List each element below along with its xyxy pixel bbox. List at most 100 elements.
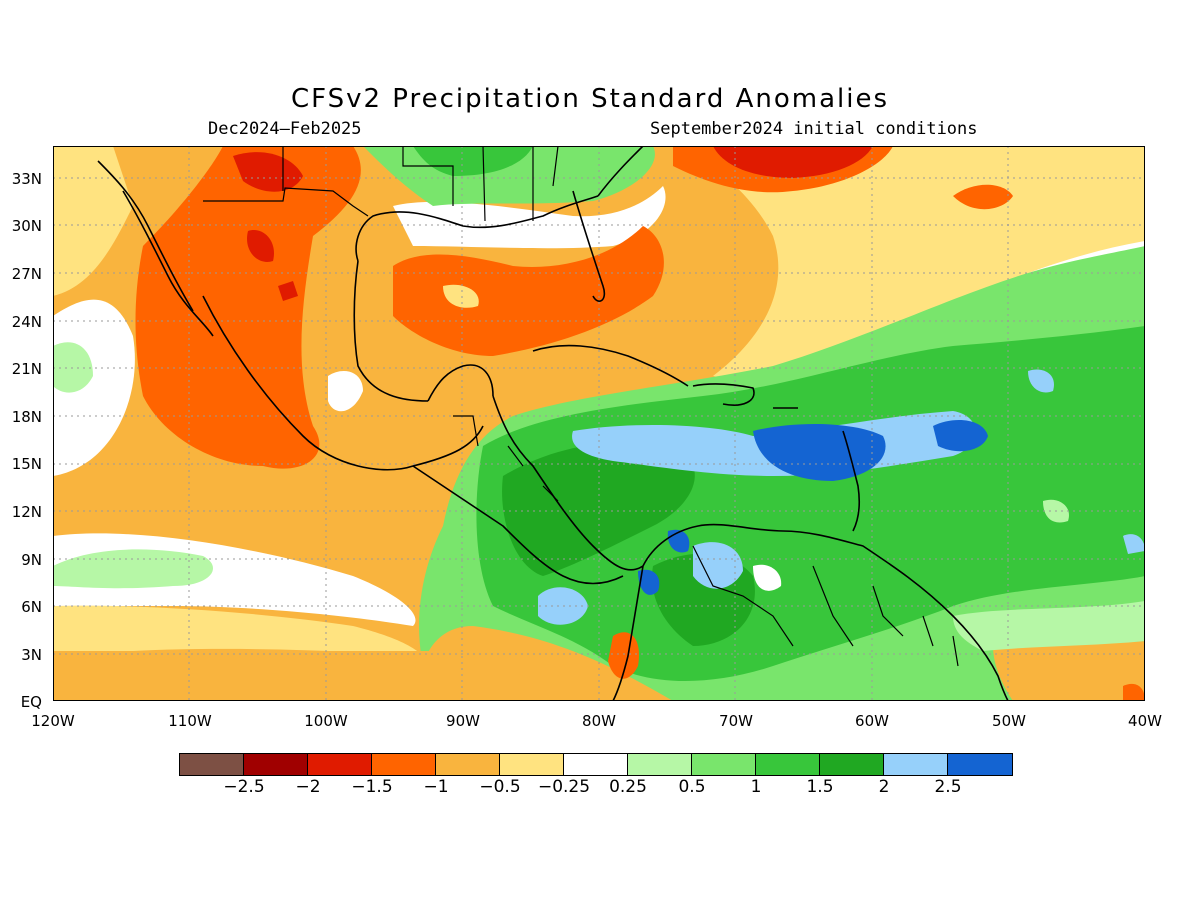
anomaly-zone-light-green-equatorial-atlantic xyxy=(953,601,1145,651)
lat-label-6n: 6N xyxy=(21,598,42,616)
colorbar-label: −2.5 xyxy=(223,777,265,797)
coastlines xyxy=(97,146,1009,701)
lat-label-30n: 30N xyxy=(11,217,42,235)
lat-label-eq: EQ xyxy=(20,693,42,711)
colorbar-label: −0.5 xyxy=(479,777,521,797)
colorbar-swatch xyxy=(436,754,500,775)
anomaly-zone-orange-equatorial-pacific xyxy=(53,651,621,701)
political-borders xyxy=(203,146,959,667)
colorbar-swatch xyxy=(884,754,948,775)
lat-label-9n: 9N xyxy=(21,551,42,569)
anomaly-zone-white-yucatan xyxy=(328,371,363,412)
border-us-mexico xyxy=(203,187,369,217)
colorbar-label: −1 xyxy=(423,777,449,797)
lon-label-120w: 120W xyxy=(31,712,75,730)
lat-label-3n: 3N xyxy=(21,646,42,664)
colorbar-swatch xyxy=(628,754,692,775)
anomaly-zone-light-yellow-north xyxy=(53,146,133,296)
lat-label-15n: 15N xyxy=(11,455,42,473)
coastline-south-america-north xyxy=(642,523,1009,701)
colorbar-label: −2 xyxy=(295,777,321,797)
lat-label-24n: 24N xyxy=(11,313,42,331)
map-title: CFSv2 Precipitation Standard Anomalies xyxy=(290,84,890,114)
coastline-cuba xyxy=(532,344,689,387)
coastline-baja-pacific xyxy=(97,160,194,312)
anomaly-zone-dark-blue-colombia xyxy=(638,569,660,595)
colorbar-swatch xyxy=(564,754,628,775)
lon-label-70w: 70W xyxy=(719,712,753,730)
anomaly-map xyxy=(53,146,1145,701)
lon-label-110w: 110W xyxy=(168,712,212,730)
anomaly-zone-red-north-atlantic xyxy=(713,146,873,178)
anomaly-zone-yellow-gulf xyxy=(443,284,479,308)
lon-label-40w: 40W xyxy=(1128,712,1162,730)
colorbar-swatch xyxy=(372,754,436,775)
lat-label-33n: 33N xyxy=(11,170,42,188)
lat-label-27n: 27N xyxy=(11,265,42,283)
colorbar-label: 2 xyxy=(878,777,890,797)
lat-label-21n: 21N xyxy=(11,360,42,378)
anomaly-zone-yellow-south-pacific xyxy=(53,605,423,656)
coastline-central-america xyxy=(492,395,644,571)
colorbar-swatch xyxy=(692,754,756,775)
lon-label-100w: 100W xyxy=(304,712,348,730)
coastline-hispaniola xyxy=(692,383,755,406)
anomaly-zone-light-blue-atlantic-north xyxy=(1028,369,1054,393)
anomaly-zone-white-venezuela xyxy=(753,564,782,591)
colorbar-swatch xyxy=(308,754,372,775)
border-us-states xyxy=(282,146,559,222)
coastline-south-america-west xyxy=(612,565,644,701)
border-central-america xyxy=(453,415,559,502)
coastline-gulf-of-california xyxy=(122,190,214,337)
coastline-lesser-antilles xyxy=(842,430,860,532)
lon-label-80w: 80W xyxy=(582,712,616,730)
colorbar-label: 0.5 xyxy=(678,777,706,797)
anomaly-zone-orange-mid-atlantic xyxy=(953,184,1013,210)
border-south-america xyxy=(692,545,959,667)
coastline-yucatan xyxy=(427,364,494,402)
anomaly-zone-light-green-west xyxy=(53,342,93,393)
anomaly-zone-darker-green-caribbean xyxy=(502,442,695,576)
map-gridlines xyxy=(53,146,1145,701)
colorbar-swatch xyxy=(244,754,308,775)
anomaly-zone-red-mexico-small xyxy=(278,281,298,301)
lat-label-12n: 12N xyxy=(11,503,42,521)
coastline-gulf-mexico xyxy=(355,195,599,262)
coastline-mexico-gulf-west xyxy=(353,260,429,402)
colorbar-label: 1.5 xyxy=(806,777,834,797)
anomaly-zone-yellow-atlantic xyxy=(693,146,1145,380)
colorbar-label: 2.5 xyxy=(934,777,962,797)
coastline-central-america-pacific xyxy=(412,465,624,585)
anomaly-zone-red-sierra-madre xyxy=(247,230,274,262)
forecast-period: Dec2024–Feb2025 xyxy=(208,119,362,139)
anomaly-zone-orange-mexico xyxy=(135,146,361,469)
colorbar-swatch xyxy=(500,754,564,775)
lat-label-18n: 18N xyxy=(11,408,42,426)
lon-label-60w: 60W xyxy=(855,712,889,730)
anomaly-zone-dark-blue-atlantic xyxy=(933,420,988,452)
anomaly-zone-light-blue-venezuela xyxy=(693,542,743,589)
lon-label-90w: 90W xyxy=(446,712,480,730)
colorbar xyxy=(179,753,1013,776)
coastline-mexico-pacific xyxy=(202,295,484,471)
anomaly-zone-light-blue-atlantic-east xyxy=(1123,534,1145,554)
initial-conditions: September2024 initial conditions xyxy=(650,119,978,139)
lon-label-50w: 50W xyxy=(992,712,1026,730)
anomaly-zone-orange-ecuador xyxy=(608,632,639,679)
colorbar-label: 1 xyxy=(750,777,762,797)
colorbar-swatch xyxy=(948,754,1012,775)
coastline-us-southeast xyxy=(597,146,644,197)
anomaly-zone-dark-green-caribbean xyxy=(476,326,1145,681)
anomaly-zone-orange-east-atlantic xyxy=(1123,683,1145,701)
colorbar-swatch xyxy=(180,754,244,775)
colorbar-label: −0.25 xyxy=(537,777,591,797)
anomaly-zone-orange-equatorial-atlantic xyxy=(993,641,1145,701)
coastline-florida xyxy=(572,190,606,302)
anomaly-zone-dark-green-southeast-us xyxy=(413,146,533,176)
colorbar-swatch xyxy=(756,754,820,775)
anomaly-zone-white-gulf-fl xyxy=(393,186,666,249)
colorbar-swatch xyxy=(820,754,884,775)
anomaly-zone-red-mexico xyxy=(233,152,303,192)
anomaly-zone-orange-gulf xyxy=(393,226,664,356)
colorbar-label: 0.25 xyxy=(609,777,647,797)
